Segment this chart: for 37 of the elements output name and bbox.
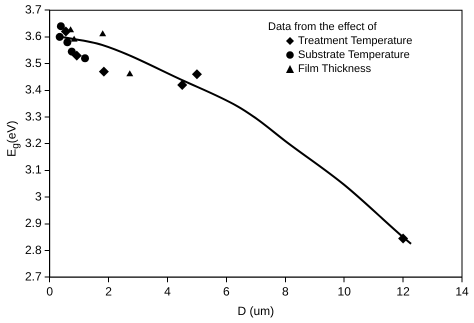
- x-axis-title: D (um): [238, 304, 274, 318]
- x-tick-label: 14: [455, 284, 469, 299]
- point: [398, 233, 408, 244]
- x-tick-label: 10: [338, 284, 352, 299]
- x-tick-label: 4: [164, 284, 172, 299]
- y-tick-label: 2.9: [24, 216, 42, 230]
- point: [126, 70, 134, 76]
- x-tick-label: 6: [223, 284, 230, 299]
- point: [56, 32, 64, 41]
- y-tick-label: 2.7: [24, 270, 42, 284]
- y-tick-label: 3.1: [24, 162, 42, 177]
- y-tick-label: 3: [34, 189, 42, 204]
- legend-title: Data from the effect of: [268, 20, 378, 34]
- point: [72, 50, 82, 61]
- y-tick-label: 3.6: [24, 29, 42, 44]
- y-tick-label: 3.3: [24, 109, 42, 124]
- x-tick-label: 12: [396, 284, 410, 299]
- legend-label: Substrate Temperature: [298, 48, 410, 62]
- y-tick-label: 3.7: [24, 2, 42, 17]
- point: [56, 22, 65, 30]
- y-tick-label: 2.8: [24, 242, 42, 257]
- y-tick-label: 3.2: [24, 136, 42, 150]
- point: [60, 26, 71, 37]
- x-tick-label: 8: [282, 284, 289, 299]
- point: [98, 66, 109, 77]
- point: [81, 54, 90, 62]
- x-tick-label: 0: [46, 284, 54, 299]
- point: [177, 80, 188, 90]
- y-tick-label: 3.4: [24, 82, 42, 97]
- point: [63, 38, 72, 46]
- x-tick-label: 2: [105, 284, 112, 299]
- y-tick-label: 3.5: [24, 56, 42, 70]
- legend-label: Treatment Temperature: [298, 34, 412, 48]
- point: [99, 30, 106, 36]
- point: [192, 69, 202, 80]
- point: [70, 36, 78, 42]
- legend-label: Film Thickness: [298, 62, 372, 76]
